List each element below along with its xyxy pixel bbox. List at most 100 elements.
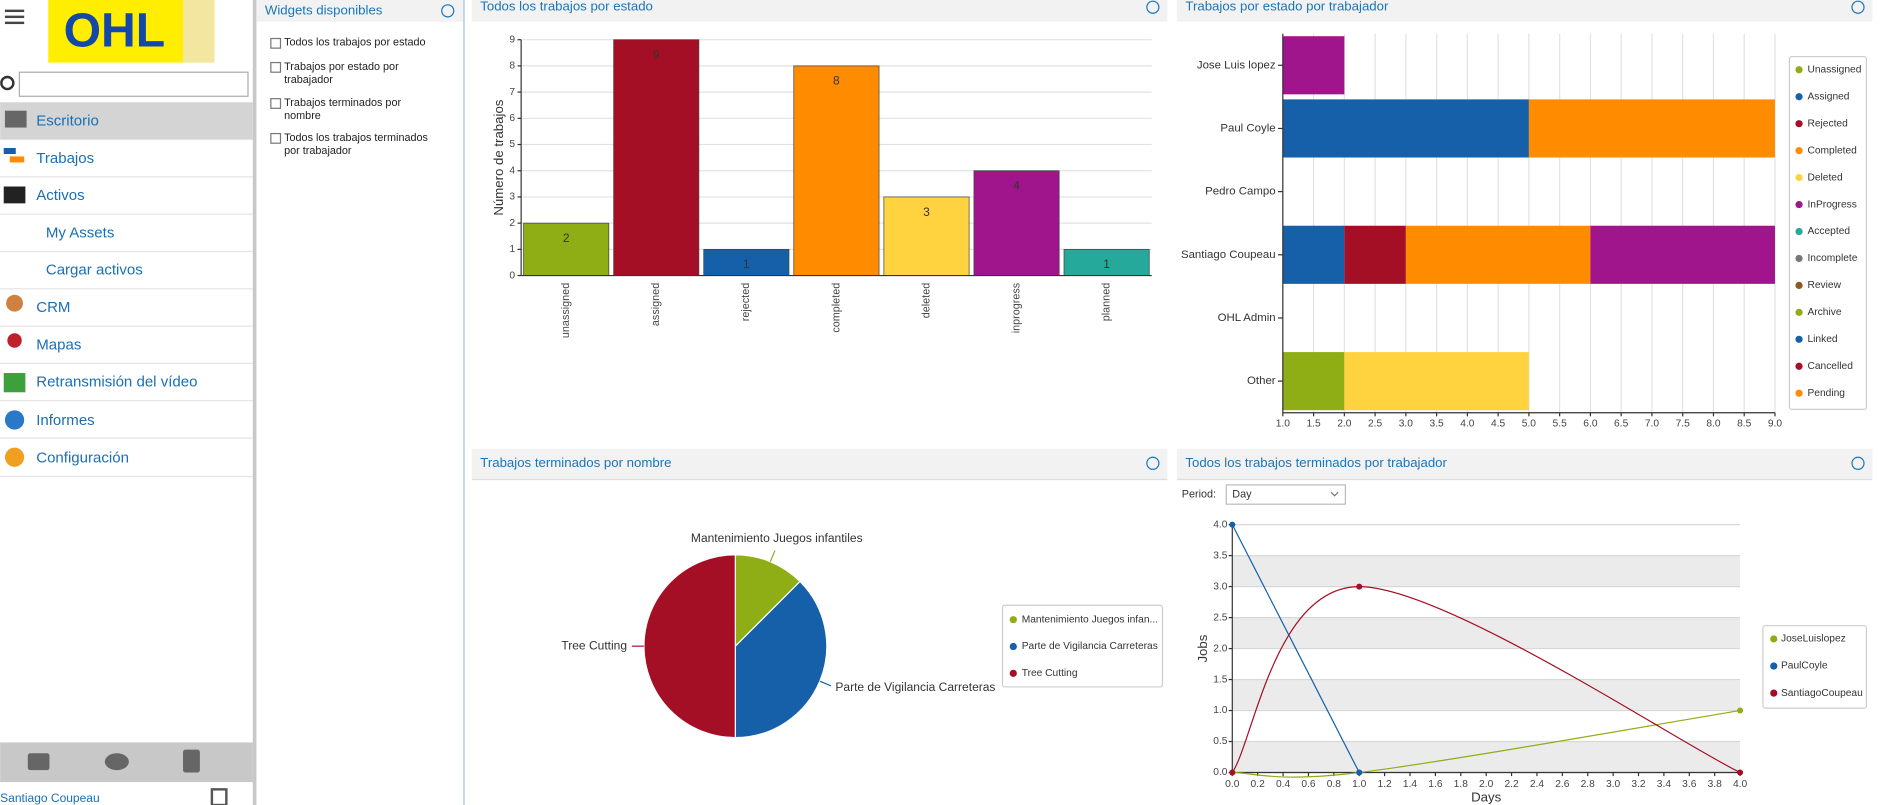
menu-active [0,102,253,140]
panel-title: Todos los trabajos por estado [480,0,653,14]
point [1356,583,1363,590]
y-tick-label: OHL Admin [1218,312,1276,324]
grid-band [1232,679,1741,711]
logout-button[interactable] [210,788,228,805]
checkbox[interactable] [270,61,282,73]
bar-segment [1344,352,1529,411]
legend-swatch [1795,120,1803,128]
menu-item[interactable]: Activos [36,187,84,204]
icon-config [4,447,25,467]
legend-label: Linked [1807,334,1837,345]
menu-item[interactable]: Configuración [36,449,129,466]
y-tick-label: Pedro Campo [1205,186,1275,198]
grid-band [1232,555,1741,587]
bar-segment [1282,352,1345,411]
data-label: 8 [833,74,840,88]
y-tick-label: Paul Coyle [1220,122,1275,134]
x-tick-label: 7.0 [1645,418,1660,429]
pie-slice [643,554,736,739]
y-tick-label: 2 [509,218,515,229]
legend-label: Deleted [1807,172,1843,183]
point [1229,521,1236,528]
legend-label: JoseLuislopez [1781,634,1846,645]
icon-informes [4,410,25,430]
logo-figure [183,0,215,63]
x-tick-label: 5.5 [1553,418,1568,429]
bar-segment [1344,225,1406,284]
panel-title: Trabajos por estado por trabajador [1185,0,1389,14]
icon-activos [3,186,26,204]
y-tick-label: 0.5 [1213,736,1228,747]
close-button[interactable] [1851,0,1865,14]
series-line [1231,586,1741,774]
sms-button[interactable] [183,749,200,773]
menu-item[interactable]: Mapas [36,336,81,353]
bar [523,222,610,276]
y-tick-label: 1.0 [1213,705,1228,716]
pie-slice [734,580,828,739]
period-value: Day [1232,488,1252,500]
y-tick-label: 1 [509,244,515,255]
x-tick-label: 5.0 [1522,418,1537,429]
x-tick-label: 3.4 [1657,779,1672,790]
legend-swatch [1770,662,1778,670]
sidebar-border [252,0,257,805]
x-tick-label: 1.6 [1428,779,1443,790]
x-tick-label: 4.5 [1491,418,1506,429]
widgets-collapse[interactable] [441,4,455,18]
print-button[interactable] [27,753,50,771]
bar [703,248,790,276]
x-tick-label: inprogress [1010,282,1022,333]
icon-escritorio [4,110,27,128]
legend-label: Parte de Vigilancia Carreteras [1022,641,1158,652]
menu-item[interactable]: CRM [36,299,70,316]
data-label: 9 [653,48,660,62]
legend-swatch [1795,362,1803,370]
menu-item[interactable]: Trabajos [36,150,94,167]
legend-swatch [1795,281,1803,290]
x-tick-label: 1.0 [1276,418,1291,429]
x-tick-label: 0.6 [1301,779,1316,790]
x-tick-label: 6.5 [1614,418,1629,429]
close-button[interactable] [1146,0,1160,14]
x-tick-label: 8.0 [1706,418,1721,429]
legend-swatch [1009,669,1017,677]
checkbox[interactable] [270,98,282,109]
point [1229,769,1236,776]
close-button[interactable] [1146,456,1160,470]
menu-item[interactable]: Retransmisión del vídeo [36,374,197,391]
x-tick-label: 3.6 [1682,779,1697,790]
legend-label: Unassigned [1807,64,1861,75]
x-tick-label: 3.0 [1606,779,1621,790]
y-tick-label: 1.5 [1213,674,1228,685]
x-tick-label: 0.8 [1327,779,1342,790]
legend-swatch [1795,254,1803,263]
search-input[interactable] [18,71,249,97]
legend-label: Rejected [1807,118,1848,129]
slice-label: Parte de Vigilancia Carreteras [835,680,995,694]
point [1737,769,1744,776]
x-tick-label: 2.5 [1368,418,1383,429]
legend-box [1762,625,1868,709]
close-button[interactable] [1851,456,1865,470]
checkbox[interactable] [270,37,282,49]
panel-header [471,448,1168,479]
menu-toggle[interactable] [4,9,25,25]
series-line [1231,524,1360,773]
menu-item[interactable]: Informes [36,412,94,429]
checkbox[interactable] [270,132,282,144]
chat-button[interactable] [104,753,129,771]
legend-label: Archive [1807,307,1841,318]
x-tick-label: 6.0 [1583,418,1598,429]
menu-item[interactable]: Escritorio [36,113,99,130]
period-label: Period: [1182,488,1216,500]
y-tick-label: Other [1247,375,1276,387]
grid-band [1232,741,1741,773]
y-tick-label: 6 [509,113,515,124]
menu-item[interactable]: Cargar activos [46,262,143,279]
bar [793,65,880,276]
period-select[interactable] [1225,484,1346,505]
legend-label: Tree Cutting [1022,668,1078,679]
menu-item[interactable]: My Assets [46,224,115,241]
point [1737,707,1744,714]
